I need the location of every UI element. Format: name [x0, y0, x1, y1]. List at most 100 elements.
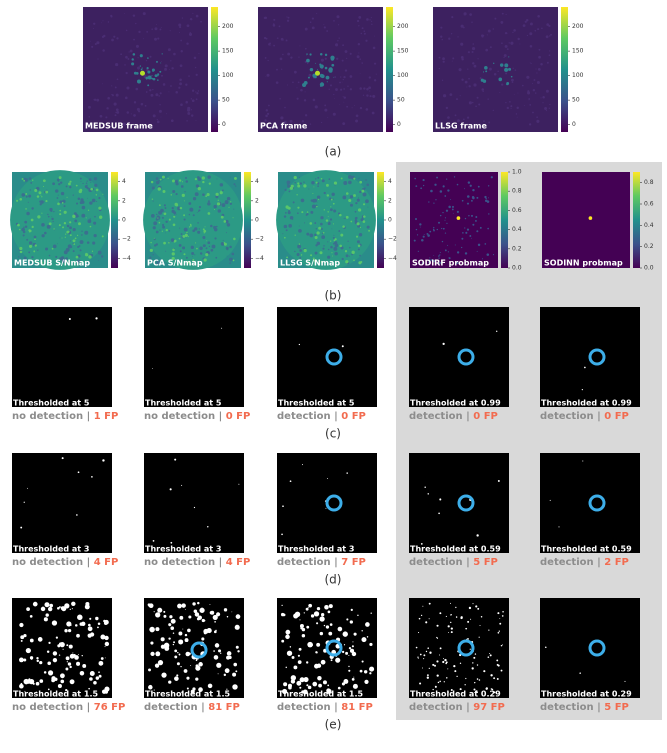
speckle — [327, 216, 329, 218]
threshold-image — [144, 307, 244, 407]
speckle — [337, 40, 339, 42]
speckle — [20, 639, 23, 642]
speckle — [191, 99, 195, 103]
speckle — [435, 199, 437, 201]
speckle — [300, 88, 303, 92]
speckle — [323, 191, 326, 195]
speckle — [192, 229, 195, 233]
speckle — [467, 181, 471, 184]
speckle — [188, 202, 192, 205]
speckle — [49, 603, 54, 608]
speckle — [18, 228, 21, 231]
speckle — [343, 101, 345, 103]
speckle — [353, 177, 356, 180]
speckle — [41, 234, 45, 238]
speckle — [208, 245, 211, 248]
speckle — [340, 246, 344, 250]
threshold-label: Thresholded at 3 — [13, 545, 89, 554]
speckle — [443, 681, 445, 683]
speckle — [150, 180, 154, 184]
speckle — [196, 92, 199, 95]
speckle — [224, 668, 230, 674]
speckle — [203, 258, 207, 262]
speckle — [447, 691, 449, 693]
speckle — [93, 681, 97, 685]
speckle — [102, 20, 104, 22]
speckle — [505, 101, 507, 104]
speckle — [45, 190, 49, 194]
speckle — [490, 176, 493, 179]
speckle — [444, 195, 447, 197]
speckle — [299, 624, 304, 629]
speckle — [287, 52, 291, 56]
speckle — [311, 17, 314, 20]
speckle — [216, 612, 221, 617]
speckle — [160, 62, 162, 64]
speckle — [366, 183, 370, 187]
speckle — [308, 73, 312, 77]
speckle — [357, 244, 361, 248]
speckle — [362, 94, 365, 96]
speckle — [139, 65, 141, 67]
speckle — [265, 37, 268, 40]
speckle — [457, 36, 459, 38]
speckle — [33, 250, 36, 253]
speckle — [217, 199, 219, 201]
speckle — [90, 187, 94, 191]
speckle — [463, 26, 465, 29]
speckle — [111, 85, 113, 87]
speckle — [113, 102, 117, 106]
speckle — [314, 251, 318, 255]
speckle — [582, 460, 584, 462]
speckle — [487, 29, 491, 33]
speckle — [492, 109, 494, 112]
speckle — [322, 231, 325, 234]
speckle — [344, 250, 348, 253]
speckle — [45, 613, 49, 617]
speckle — [86, 184, 88, 186]
speckle — [160, 644, 165, 649]
speckle — [333, 239, 336, 242]
speckle — [162, 225, 166, 229]
speckle — [179, 82, 183, 86]
speckle — [316, 195, 321, 199]
threshold-label: Thresholded at 0.29 — [541, 690, 632, 699]
speckle — [32, 601, 38, 607]
speckle — [97, 622, 101, 626]
detection-marker — [588, 494, 606, 512]
speckle — [228, 655, 232, 659]
speckle — [175, 213, 177, 215]
speckle — [499, 618, 501, 619]
separator: | — [331, 702, 342, 713]
speckle — [169, 68, 171, 70]
speckle — [187, 25, 189, 28]
speckle — [439, 612, 442, 615]
speckle — [47, 213, 49, 216]
speckle — [272, 23, 275, 26]
threshold-label: Thresholded at 5 — [278, 399, 355, 408]
speckle — [434, 183, 437, 186]
speckle — [339, 244, 342, 248]
speckle — [40, 606, 46, 612]
speckle — [31, 179, 34, 181]
speckle — [178, 86, 181, 89]
speckle — [293, 176, 297, 180]
colorbar-tick-label: 0.6 — [644, 201, 654, 208]
speckle — [358, 25, 360, 27]
speckle — [75, 624, 78, 627]
speckle — [469, 184, 472, 187]
speckle — [41, 212, 43, 214]
speckle — [186, 42, 189, 45]
speckle — [521, 84, 524, 87]
speckle — [461, 58, 464, 61]
result-label: detection — [277, 411, 331, 422]
speckle — [363, 215, 366, 218]
speckle — [291, 655, 295, 659]
colorbar-tick-label: 2 — [122, 197, 126, 204]
speckle — [149, 89, 152, 92]
speckle — [161, 230, 163, 232]
speckle — [313, 198, 318, 203]
speckle — [98, 660, 104, 666]
speckle — [53, 210, 55, 213]
speckle — [186, 687, 189, 690]
